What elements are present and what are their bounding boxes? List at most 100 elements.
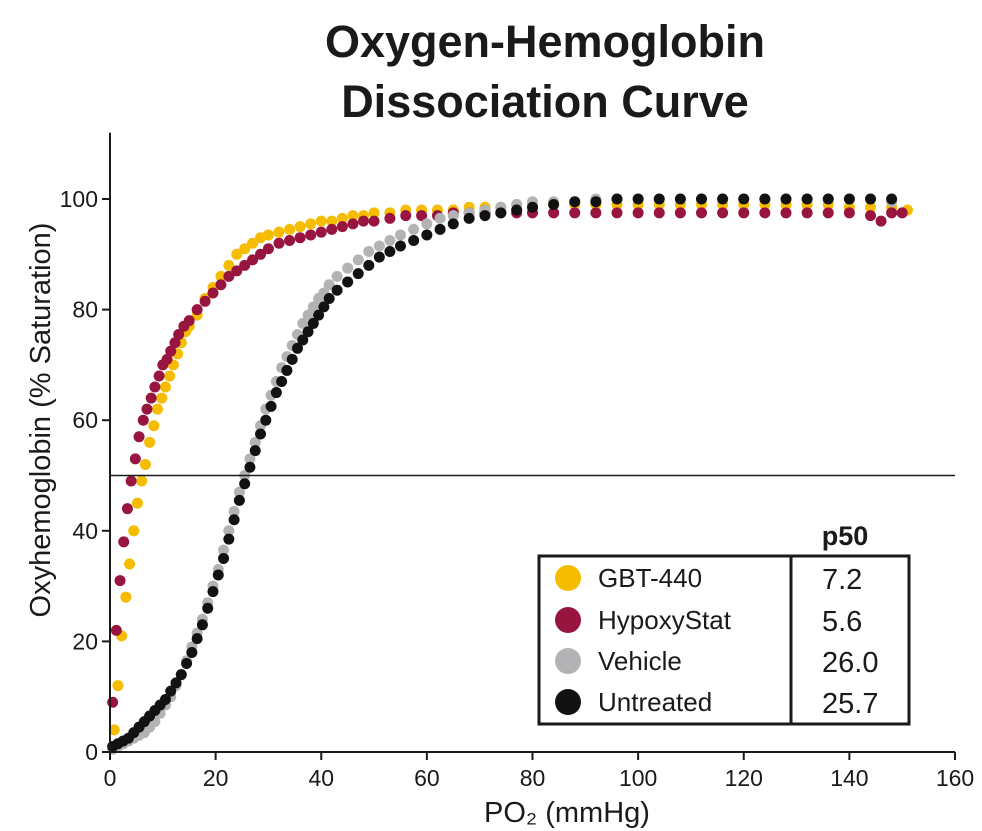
data-point xyxy=(569,196,581,208)
data-point xyxy=(318,301,330,313)
axes xyxy=(102,132,956,760)
data-point xyxy=(632,207,644,219)
data-point xyxy=(281,364,293,376)
legend-label: Untreated xyxy=(598,687,712,717)
chart-title-line-1: Oxygen-Hemoglobin xyxy=(324,16,766,67)
data-point xyxy=(696,207,707,219)
data-point xyxy=(759,193,771,205)
data-point xyxy=(801,207,813,219)
legend-marker xyxy=(555,565,581,591)
data-point xyxy=(223,259,235,271)
data-point xyxy=(347,218,359,230)
data-point xyxy=(822,207,834,219)
data-point xyxy=(384,234,396,246)
data-point xyxy=(307,317,319,329)
data-point xyxy=(875,215,887,227)
data-point xyxy=(569,207,581,219)
data-point xyxy=(144,436,156,448)
data-point xyxy=(315,215,327,227)
data-point xyxy=(323,293,335,305)
data-point xyxy=(223,533,235,545)
data-point xyxy=(108,724,120,736)
data-point xyxy=(653,193,665,205)
data-point xyxy=(373,251,385,263)
x-tick-label: 20 xyxy=(203,765,229,791)
data-point xyxy=(307,301,319,313)
data-point xyxy=(294,221,306,233)
data-point xyxy=(653,207,665,219)
data-point xyxy=(886,193,898,205)
data-point xyxy=(255,428,267,440)
data-point xyxy=(121,503,133,515)
data-point xyxy=(294,232,306,244)
data-point xyxy=(674,193,686,205)
data-point xyxy=(326,215,338,227)
data-point xyxy=(373,240,385,252)
data-point xyxy=(347,210,359,222)
data-point xyxy=(696,193,707,205)
data-point xyxy=(199,295,211,307)
data-point xyxy=(342,276,354,288)
data-point xyxy=(738,193,750,205)
data-point xyxy=(611,207,623,219)
data-point xyxy=(145,392,157,404)
chart-title-line-2: Dissociation Curve xyxy=(341,76,749,127)
data-point xyxy=(801,193,813,205)
data-point xyxy=(331,270,343,282)
data-point xyxy=(231,248,243,260)
data-point xyxy=(218,552,230,564)
data-point xyxy=(196,619,208,631)
data-point xyxy=(148,420,160,432)
data-point xyxy=(717,193,729,205)
data-point xyxy=(207,586,219,598)
data-point xyxy=(223,270,235,282)
data-point xyxy=(152,403,164,415)
data-point xyxy=(384,212,396,224)
data-point xyxy=(215,270,227,282)
p50-header: p50 xyxy=(822,521,869,551)
data-point xyxy=(843,193,855,205)
data-point xyxy=(164,370,176,382)
data-points-layer xyxy=(107,193,913,755)
data-point xyxy=(233,494,245,506)
data-point xyxy=(313,309,325,321)
data-point xyxy=(336,221,348,233)
y-tick-label: 40 xyxy=(72,518,98,544)
x-tick-label: 80 xyxy=(520,765,546,791)
data-point xyxy=(112,680,124,692)
data-point xyxy=(247,254,259,266)
y-tick-label: 100 xyxy=(60,186,98,212)
data-point xyxy=(548,207,560,219)
data-point xyxy=(400,210,412,222)
data-point xyxy=(611,193,623,205)
x-tick-label: 40 xyxy=(308,765,334,791)
data-point xyxy=(865,201,876,213)
data-point xyxy=(153,370,165,382)
data-point xyxy=(331,284,343,296)
data-point xyxy=(260,414,272,426)
data-point xyxy=(262,229,274,241)
data-point xyxy=(447,210,459,222)
p50-value: 25.7 xyxy=(822,688,878,720)
y-tick-label: 20 xyxy=(72,628,98,654)
data-point xyxy=(434,223,446,235)
data-point xyxy=(165,345,177,357)
data-point xyxy=(479,210,491,222)
data-point xyxy=(717,207,729,219)
data-point xyxy=(284,234,296,246)
data-point xyxy=(183,315,195,327)
y-tick-label: 80 xyxy=(72,297,98,323)
data-point xyxy=(107,696,119,708)
data-point xyxy=(358,215,369,227)
data-point xyxy=(384,246,396,258)
data-point xyxy=(161,353,173,365)
p50-value: 5.6 xyxy=(822,606,862,638)
data-point xyxy=(136,475,148,487)
legend-label: GBT-440 xyxy=(598,563,702,593)
data-point xyxy=(632,193,644,205)
legend-label: Vehicle xyxy=(598,646,682,676)
data-point xyxy=(865,210,876,222)
data-point xyxy=(495,207,507,219)
data-point xyxy=(265,400,277,412)
data-point xyxy=(169,337,181,349)
